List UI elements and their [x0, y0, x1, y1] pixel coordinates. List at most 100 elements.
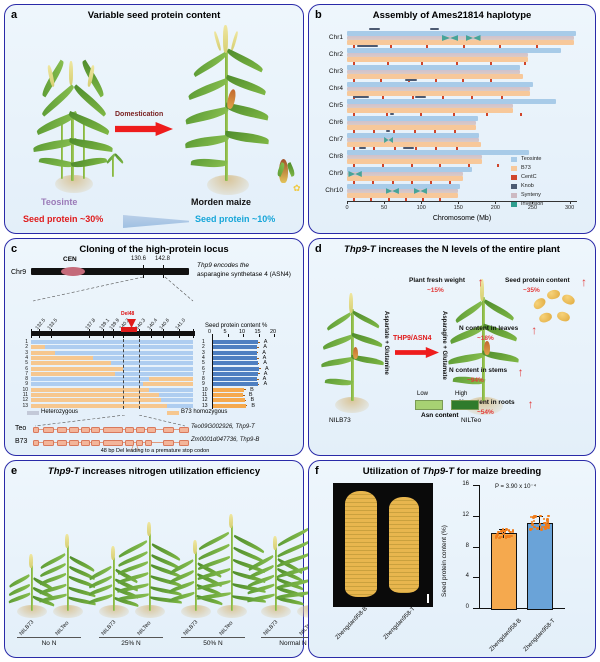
- zoom-tick-label: 133.5: [46, 318, 59, 331]
- e-group-label: No N: [17, 640, 81, 647]
- e-plant-label: NILB73: [19, 619, 36, 637]
- panel-e-title: Thp9-T increases nitrogen utilization ef…: [5, 466, 303, 477]
- chr-label: Chr8: [319, 153, 343, 160]
- zoom-tick-label: 141.0: [174, 318, 187, 331]
- f-y-tick-label: 16: [457, 481, 469, 487]
- up-arrow-icon: ↑: [581, 278, 587, 286]
- x-tick-label: 0: [338, 205, 356, 211]
- chr-label: Chr5: [319, 102, 343, 109]
- d-stat-label: N content in stems: [449, 367, 507, 374]
- cob-label-t: Zhengdan958-T: [383, 606, 417, 641]
- d-stat-value: ~18%: [477, 335, 494, 342]
- nilb73-label: NILB73: [329, 417, 351, 424]
- c-bar: [213, 361, 258, 365]
- c-error-bar: [257, 347, 259, 348]
- f-data-point: [546, 519, 548, 521]
- legend-swatch: [511, 193, 517, 198]
- f-data-point: [547, 515, 549, 517]
- c-dash-left: [123, 339, 124, 409]
- c-bar: [213, 351, 257, 355]
- plant-tassel: [147, 522, 151, 536]
- e-plant-label: NILB73: [183, 619, 200, 637]
- teo-gene-label: Teo: [15, 425, 26, 432]
- legend-label: CentC: [521, 174, 537, 180]
- c-gene-guides: [5, 415, 305, 427]
- panel-f-title-gene: Thp9-T: [422, 466, 454, 477]
- c-error-bar: [257, 379, 259, 380]
- hap-b73-seg: [31, 372, 115, 376]
- legend-label: Knob: [521, 183, 534, 189]
- hap-b73-seg: [31, 398, 161, 402]
- f-bar: [491, 533, 517, 610]
- teo-exon: [57, 427, 67, 433]
- teosinte-plant: [35, 67, 113, 192]
- chr-label: Chr4: [319, 85, 343, 92]
- chr-b73-bar: [347, 57, 528, 62]
- hap-b73-seg: [31, 361, 111, 365]
- x-tick: [384, 201, 385, 204]
- protein-gradient-wedge: [123, 215, 189, 228]
- thp9-annotation-1: Thp9 encodes the: [197, 262, 249, 269]
- d-stat-value: ~54%: [477, 409, 494, 416]
- c-error-bar: [258, 373, 260, 374]
- up-arrow-icon: ↑: [528, 400, 534, 408]
- x-tick-label: 50: [375, 205, 393, 211]
- maize-ear: [275, 157, 293, 191]
- kernel-cluster: [531, 289, 581, 327]
- f-y-tick: [473, 516, 479, 517]
- panel-a: a Variable seed protein content Domestic…: [4, 4, 304, 234]
- right-protein-label: Seed protein ~10%: [195, 214, 275, 224]
- f-y-axis: [479, 485, 480, 609]
- c-group-label: A: [264, 381, 268, 387]
- panel-c-title: Cloning of the high-protein locus: [5, 244, 303, 255]
- f-bar-label-t: Zhengdan958-T: [523, 618, 557, 653]
- pos-130-label: 130.6: [131, 256, 146, 262]
- panel-c: c Cloning of the high-protein locus Chr9…: [4, 238, 304, 456]
- thp9-asn4-label: THP9/ASN4: [393, 335, 432, 342]
- chr-b73-bar: [347, 159, 482, 164]
- chr9-bar: [31, 268, 189, 275]
- zoom-tick: [193, 329, 194, 338]
- f-p-value: P = 3.90 x 10⁻⁴: [495, 483, 536, 490]
- modern-maize-label: Morden maize: [191, 197, 251, 207]
- teo-exon: [163, 427, 174, 433]
- e-group-underline: [181, 637, 245, 638]
- teo-exon: [136, 427, 145, 433]
- chr-label: Chr3: [319, 68, 343, 75]
- plant-stem: [195, 551, 197, 611]
- nilb73-plant: [321, 295, 383, 415]
- d-stat-label: Plant fresh weight: [409, 277, 465, 284]
- hap-row-number: 13: [19, 403, 28, 409]
- legend-swatch: [511, 184, 517, 189]
- panel-f: f Utilization of Thp9-T for maize breedi…: [308, 460, 596, 658]
- hap-b73-seg: [31, 367, 123, 371]
- c-error-bar: [257, 352, 259, 353]
- c-bar: [213, 393, 243, 397]
- plant-tassel: [193, 540, 197, 554]
- f-data-point: [539, 515, 541, 517]
- x-tick: [421, 201, 422, 204]
- x-tick: [570, 201, 571, 204]
- x-tick: [458, 201, 459, 204]
- plant-tassel: [273, 536, 277, 550]
- modern-maize-plant: [183, 27, 269, 195]
- teo-exon: [69, 427, 79, 433]
- e-group-underline: [17, 637, 81, 638]
- left-protein-label: Seed protein ~30%: [23, 214, 103, 224]
- f-bar: [527, 523, 553, 610]
- hap-teosinte-seg: [31, 340, 193, 344]
- up-arrow-icon: ↑: [531, 326, 537, 334]
- del48-label: Del48: [121, 311, 134, 317]
- zoom-tick: [31, 329, 32, 338]
- c-group-label: B: [251, 403, 255, 409]
- c-error-bar: [259, 368, 261, 369]
- asn-low-swatch: [415, 400, 443, 410]
- f-y-tick: [473, 485, 479, 486]
- del-note: 48 bp Del leading to a premature stop co…: [5, 448, 305, 454]
- f-data-point: [543, 518, 545, 520]
- x-tick: [347, 201, 348, 204]
- c-bar: [213, 367, 259, 371]
- x-tick-label: 200: [486, 205, 504, 211]
- x-tick: [495, 201, 496, 204]
- c-bar-tick-label: 15: [255, 329, 261, 335]
